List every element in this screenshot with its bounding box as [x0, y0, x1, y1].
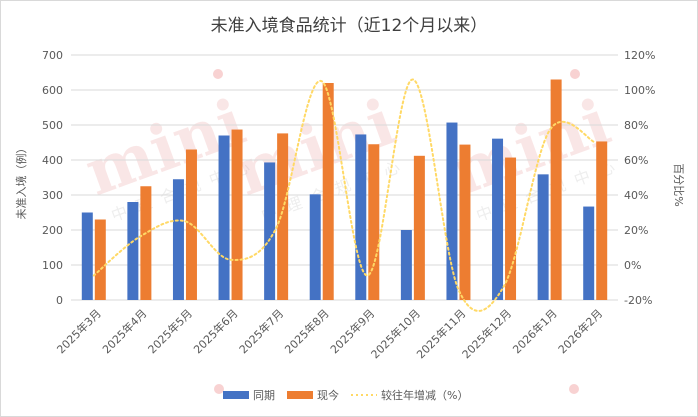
y-axis-title: 未准入境（例） — [14, 143, 28, 220]
bar-prior — [583, 206, 595, 300]
legend-label: 同期 — [253, 389, 275, 402]
x-tick-label: 2025年5月 — [145, 306, 195, 356]
bar-current — [596, 141, 608, 300]
right-tick-label: 100% — [624, 84, 655, 97]
chart-title: 未准入境食品统计（近12个月以来） — [211, 16, 488, 36]
legend-label: 现今 — [317, 388, 339, 402]
x-tick-label: 2026年1月 — [510, 306, 560, 356]
right-tick-label: 20% — [624, 224, 648, 237]
y2-axis-title: 百分比% — [672, 163, 685, 206]
watermark-dot — [570, 69, 580, 79]
bar-current — [550, 79, 562, 300]
bar-current — [94, 219, 106, 300]
left-tick-label: 0 — [56, 294, 63, 307]
x-tick-label: 2026年2月 — [555, 306, 605, 356]
bar-current — [322, 83, 334, 300]
bar-prior — [172, 179, 184, 300]
right-tick-label: 40% — [624, 189, 648, 202]
legend-item: 同期 — [223, 389, 275, 402]
line-series-group — [92, 78, 597, 312]
bar-prior — [309, 194, 321, 300]
right-tick-label: 120% — [624, 49, 655, 62]
x-tick-label: 2025年6月 — [190, 306, 240, 356]
bar-current — [413, 155, 425, 300]
bar-prior — [127, 202, 139, 300]
legend-item: 现今 — [287, 388, 339, 402]
right-tick-label: -20% — [624, 294, 652, 307]
x-tick-label: 2025年9月 — [327, 306, 377, 356]
x-tick-label: 2025年12月 — [459, 306, 514, 361]
legend-swatch — [223, 391, 249, 399]
right-tick-label: 80% — [624, 119, 648, 132]
bar-prior — [264, 162, 276, 300]
bar-prior — [400, 230, 412, 300]
bar-current — [459, 144, 471, 300]
x-axis-ticks: 2025年3月2025年4月2025年5月2025年6月2025年7月2025年… — [54, 306, 606, 361]
right-tick-label: 0% — [624, 259, 641, 272]
left-tick-label: 700 — [42, 49, 63, 62]
legend-label: 较往年增减（%） — [381, 388, 468, 402]
right-tick-label: 60% — [624, 154, 648, 167]
watermark-dot — [569, 384, 579, 394]
legend: 同期 现今 较往年增减（%） — [223, 388, 468, 402]
bar-current — [140, 186, 152, 300]
bar-prior — [537, 174, 549, 300]
left-tick-label: 500 — [42, 119, 63, 132]
x-tick-label: 2025年8月 — [282, 306, 332, 356]
bar-prior — [446, 122, 458, 300]
x-tick-label: 2025年4月 — [99, 306, 149, 356]
left-tick-label: 300 — [42, 189, 63, 202]
bar-prior — [81, 212, 93, 300]
bar-current — [231, 129, 243, 300]
legend-swatch — [287, 391, 313, 399]
bar-prior — [492, 138, 504, 300]
x-tick-label: 2025年7月 — [236, 306, 286, 356]
bar-current — [277, 133, 289, 300]
left-tick-label: 600 — [42, 84, 63, 97]
bar-prior — [218, 135, 230, 300]
gridlines — [71, 54, 618, 301]
left-tick-label: 100 — [42, 259, 63, 272]
watermark-dot — [213, 69, 223, 79]
bar-current — [505, 157, 517, 300]
left-tick-label: 400 — [42, 154, 63, 167]
left-axis-ticks: 0 100 200 300 400 500 600 700 — [42, 49, 63, 307]
right-axis-ticks: -20% 0% 20% 40% 60% 80% 100% 120% — [624, 49, 655, 307]
left-tick-label: 200 — [42, 224, 63, 237]
watermark-dot — [214, 384, 224, 394]
legend-item: 较往年增减（%） — [351, 388, 468, 402]
bar-current — [368, 144, 380, 300]
x-tick-label: 2025年3月 — [54, 306, 104, 356]
bar-prior — [355, 134, 367, 300]
